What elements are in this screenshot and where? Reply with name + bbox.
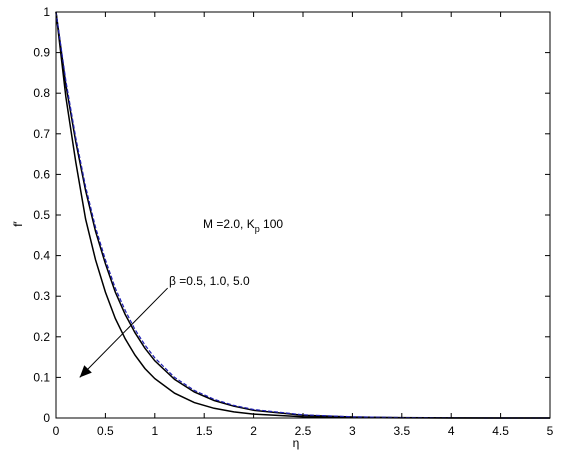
arrow-shaft — [79, 287, 169, 378]
y-ticks: 0 0.1 0.2 0.3 0.4 0.5 0.6 0.7 0.8 0.9 1 — [33, 5, 550, 425]
x-tick-label: 3.5 — [393, 424, 410, 438]
y-tick-label: 0 — [43, 411, 50, 425]
beta-annotation: β =0.5, 1.0, 5.0 — [169, 274, 250, 288]
y-tick-label: 0.4 — [33, 249, 50, 263]
params-prefix: M =2.0, K — [203, 217, 255, 231]
y-tick-label: 0.7 — [33, 127, 50, 141]
y-tick-label: 0.1 — [33, 370, 50, 384]
x-axis-label: η — [293, 436, 300, 450]
y-tick-label: 1 — [43, 5, 50, 19]
x-tick-label: 5 — [547, 424, 554, 438]
params-subscript: p — [255, 224, 260, 234]
y-tick-label: 0.8 — [33, 86, 50, 100]
y-axis-label: f′ — [11, 220, 25, 226]
x-tick-label: 1.5 — [196, 424, 213, 438]
params-annotation: M =2.0, Kp 100 — [203, 217, 283, 234]
x-tick-label: 1 — [151, 424, 158, 438]
y-tick-label: 0.3 — [33, 289, 50, 303]
x-tick-label: 0.5 — [97, 424, 114, 438]
y-tick-label: 0.6 — [33, 167, 50, 181]
annotation-arrow — [79, 287, 169, 378]
y-tick-label: 0.5 — [33, 208, 50, 222]
x-ticks: 0 0.5 1 1.5 2 2.5 3 3.5 4 4.5 5 — [53, 12, 554, 438]
x-tick-label: 0 — [53, 424, 60, 438]
x-tick-label: 2 — [250, 424, 257, 438]
y-tick-label: 0.2 — [33, 330, 50, 344]
x-tick-label: 3 — [349, 424, 356, 438]
x-tick-label: 4 — [448, 424, 455, 438]
params-suffix: 100 — [260, 217, 284, 231]
series-line-3 — [55, 11, 550, 419]
y-tick-label: 0.9 — [33, 46, 50, 60]
x-tick-label: 4.5 — [492, 424, 509, 438]
arrow-head — [79, 365, 92, 378]
x-tick-label: 2.5 — [295, 424, 312, 438]
